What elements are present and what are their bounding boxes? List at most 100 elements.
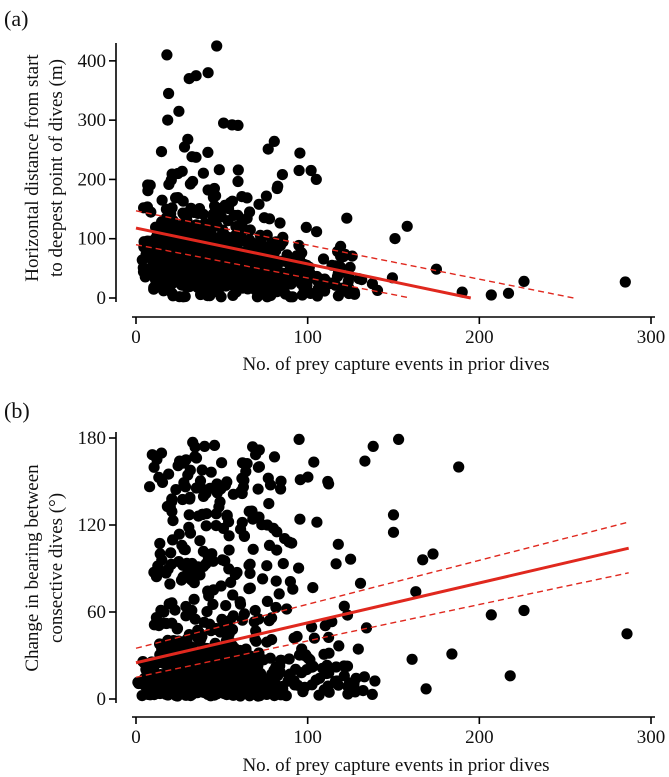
data-point [140, 663, 152, 676]
data-point [274, 217, 286, 229]
data-point [163, 598, 175, 610]
panel-a-x-axis-title: No. of prey capture events in prior dive… [242, 354, 549, 375]
data-point [369, 675, 381, 687]
data-point [427, 548, 439, 560]
data-point [257, 573, 269, 585]
x-tick-label: 0 [131, 727, 141, 748]
data-point [196, 508, 208, 521]
data-point [159, 218, 171, 230]
data-point [270, 601, 282, 614]
confidence-upper-line [135, 521, 629, 649]
data-point [265, 270, 277, 282]
data-point [251, 259, 263, 271]
data-point [188, 593, 200, 605]
data-point [169, 276, 181, 288]
data-point [308, 632, 320, 644]
data-point [305, 164, 317, 177]
data-point [420, 683, 432, 695]
data-point [619, 276, 631, 288]
data-point [253, 444, 265, 456]
data-point [202, 146, 214, 158]
data-point [322, 475, 334, 488]
data-point [226, 650, 238, 662]
data-point [163, 87, 175, 100]
data-point [485, 289, 497, 301]
data-point [183, 73, 195, 85]
confidence-upper-line [135, 210, 574, 299]
data-point [203, 590, 215, 602]
data-point [401, 220, 413, 232]
data-point [299, 681, 311, 693]
data-point [176, 165, 188, 177]
data-point [354, 577, 367, 589]
data-point [202, 227, 214, 239]
data-point [207, 623, 219, 635]
data-point [264, 479, 277, 491]
data-point [197, 167, 209, 179]
data-point [621, 628, 633, 640]
data-point [226, 119, 238, 131]
data-point [189, 250, 201, 262]
panel-a-points [136, 40, 631, 303]
data-point [155, 447, 168, 459]
data-point [164, 578, 176, 590]
data-point [220, 670, 233, 682]
data-point [244, 567, 256, 580]
data-point [182, 133, 194, 145]
data-point [194, 535, 206, 547]
data-point [173, 291, 186, 303]
data-point [262, 143, 274, 155]
data-point [366, 278, 378, 290]
data-point [152, 247, 164, 259]
data-point [180, 600, 192, 613]
data-point [252, 483, 264, 495]
data-point [357, 685, 369, 697]
data-point [207, 208, 219, 220]
data-point [262, 687, 274, 700]
data-point [177, 493, 189, 506]
data-point [209, 677, 221, 689]
data-point [179, 481, 192, 493]
data-point [171, 622, 184, 635]
data-point [197, 545, 209, 558]
data-point [236, 688, 248, 700]
data-point [208, 439, 221, 451]
data-point [194, 569, 206, 581]
data-point [389, 233, 401, 245]
y-tick-label: 400 [78, 51, 107, 72]
x-tick-label: 300 [637, 727, 666, 748]
data-point [160, 203, 172, 215]
data-point [298, 282, 310, 295]
data-point [200, 520, 212, 532]
panel-a-y-axis-title-line-1: Horizontal distance from start [22, 54, 43, 282]
data-point [199, 440, 211, 452]
data-point [287, 583, 299, 595]
data-point [350, 672, 362, 684]
data-point [229, 230, 241, 242]
data-point [233, 670, 245, 682]
data-point [176, 656, 188, 668]
data-point [236, 191, 248, 203]
data-point [244, 558, 256, 570]
data-point [294, 147, 306, 159]
data-point [244, 582, 256, 594]
data-point [184, 527, 197, 539]
data-point [288, 632, 300, 644]
data-point [307, 660, 319, 673]
data-point [266, 612, 278, 624]
panel-a: (a) 0 100 200 300 400 0 100 200 300 No. of prey … [4, 6, 665, 375]
data-point [332, 538, 344, 550]
data-point [352, 643, 364, 655]
data-point [446, 648, 458, 660]
data-point [236, 614, 248, 626]
data-point [213, 164, 225, 176]
data-point [307, 582, 319, 594]
data-point [366, 688, 378, 701]
data-point [207, 219, 219, 231]
data-point [289, 679, 301, 691]
data-point [148, 658, 160, 670]
data-point [249, 284, 261, 296]
data-point [263, 539, 276, 552]
data-point [241, 212, 253, 224]
data-point [200, 558, 212, 570]
